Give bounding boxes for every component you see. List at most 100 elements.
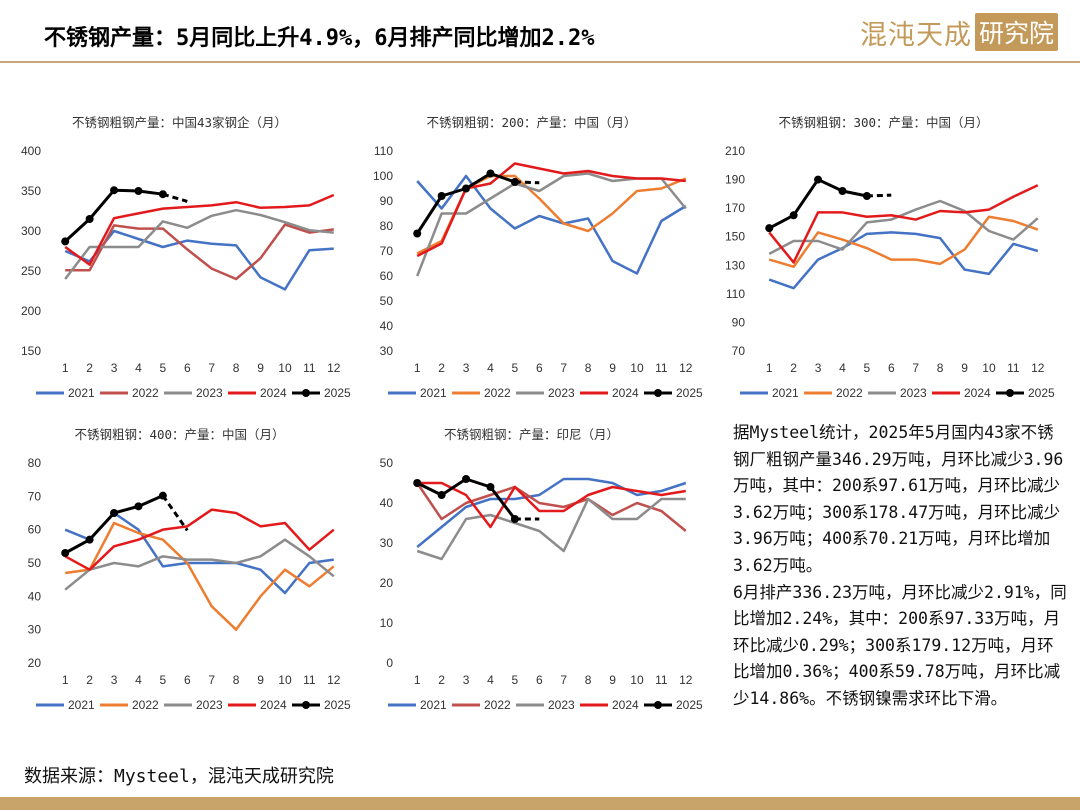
series-line-forecast-2025: [514, 180, 540, 185]
y-tick-label: 70: [28, 489, 42, 503]
legend-label-2024: 2024: [612, 698, 639, 712]
y-tick-label: 190: [725, 173, 745, 187]
legend-label-2025: 2025: [1028, 386, 1055, 400]
y-tick-label: 300: [21, 224, 41, 238]
y-tick-label: 30: [380, 536, 394, 550]
chart-title: 不锈钢粗钢：200：产量：中国（月）: [426, 115, 636, 130]
series-point-2025: [158, 190, 167, 199]
legend-marker-2025: [654, 701, 662, 709]
legend-label-2022: 2022: [484, 698, 511, 712]
x-tick-label: 5: [160, 361, 167, 375]
y-tick-label: 70: [732, 344, 746, 358]
x-tick-label: 9: [257, 361, 264, 375]
series-line-2023: [64, 538, 335, 591]
x-tick-label: 12: [679, 673, 693, 687]
x-tick-label: 2: [86, 361, 93, 375]
x-tick-label: 10: [630, 361, 644, 375]
series-line-2022: [65, 223, 334, 281]
series-line-2021: [416, 174, 687, 275]
x-tick-label: 1: [414, 673, 421, 687]
series-line-forecast-2025: [161, 494, 189, 532]
y-tick-label: 20: [28, 656, 42, 670]
y-tick-label: 400: [21, 144, 41, 158]
x-tick-label: 10: [630, 673, 644, 687]
chart-china-43-mills: 不锈钢粗钢产量：中国43家钢企（月） 150 200 250 300 350 400 1 2 3 4…: [18, 108, 358, 408]
series-point-2025: [789, 211, 798, 220]
x-tick-label: 9: [609, 361, 616, 375]
y-tick-label: 100: [373, 169, 393, 183]
legend-label-2021: 2021: [68, 698, 95, 712]
y-tick-label: 110: [726, 287, 745, 301]
legend-label-2023: 2023: [548, 386, 575, 400]
x-tick-label: 2: [438, 361, 445, 375]
legend-label-2025: 2025: [676, 698, 703, 712]
y-tick-label: 350: [21, 184, 41, 198]
x-tick-label: 7: [560, 361, 567, 375]
y-tick-label: 80: [380, 219, 394, 233]
legend-label-2021: 2021: [68, 386, 95, 400]
series-point-2025: [110, 186, 119, 195]
x-tick-label: 7: [208, 361, 215, 375]
series-line-2024: [768, 184, 1039, 264]
series-point-2025: [510, 515, 519, 523]
legend-label-2025: 2025: [676, 386, 703, 400]
chart-title: 不锈钢粗钢：400：产量：中国（月）: [74, 427, 284, 442]
x-tick-label: 3: [463, 361, 470, 375]
legend-marker-2025: [1006, 389, 1014, 397]
legend-label-2023: 2023: [900, 386, 927, 400]
x-tick-label: 12: [1031, 361, 1045, 375]
logo-box: 研究院: [974, 13, 1058, 51]
x-tick-label: 1: [414, 361, 421, 375]
series-point-2025: [413, 229, 422, 238]
x-tick-label: 3: [463, 673, 470, 687]
y-tick-label: 0: [386, 656, 393, 670]
x-tick-label: 4: [135, 361, 142, 375]
chart-title: 不锈钢粗钢产量：中国43家钢企（月）: [72, 115, 287, 130]
y-tick-label: 20: [380, 576, 394, 590]
series-line-2024: [417, 481, 686, 529]
series-point-2025: [61, 237, 70, 246]
series-point-2025: [413, 479, 422, 487]
x-tick-label: 11: [303, 673, 316, 687]
series-point-2025: [814, 175, 823, 184]
y-tick-label: 60: [28, 523, 42, 537]
y-tick-label: 80: [28, 456, 42, 470]
y-tick-label: 30: [28, 623, 42, 637]
series-line-2021: [416, 477, 687, 548]
x-tick-label: 11: [1007, 361, 1020, 375]
header: 不锈钢产量：5月同比上升4.9%，6月排产同比增加2.2% 混沌天成 研究院: [0, 0, 1080, 62]
legend-label-2023: 2023: [196, 386, 223, 400]
x-tick-label: 6: [184, 361, 191, 375]
y-tick-label: 90: [732, 315, 746, 329]
y-tick-label: 150: [21, 344, 41, 358]
x-tick-label: 9: [257, 673, 264, 687]
x-tick-label: 3: [815, 361, 822, 375]
series-point-2025: [134, 502, 143, 511]
y-tick-label: 40: [380, 496, 394, 510]
series-point-2025: [862, 192, 871, 200]
y-tick-label: 250: [21, 264, 41, 278]
x-tick-label: 4: [487, 361, 494, 375]
series-line-2024: [416, 162, 686, 258]
chart-title: 不锈钢粗钢：产量：印尼（月）: [444, 427, 619, 442]
y-tick-label: 70: [380, 244, 394, 258]
y-tick-label: 30: [380, 344, 394, 358]
logo-text: 混沌天成: [859, 19, 972, 51]
footer-bar: [0, 797, 1080, 810]
chart-indonesia: 不锈钢粗钢：产量：印尼（月） 0 10 20 30 40 50 1 2 3 4 5 6 7 8 9 10 11 12…: [370, 420, 710, 720]
series-line-2024: [64, 508, 335, 571]
series-line-2021: [64, 229, 334, 291]
series-line-2025: [64, 188, 164, 243]
series-line-2022: [768, 215, 1039, 268]
x-tick-label: 7: [208, 673, 215, 687]
summary-text: 据Mysteel统计，2025年5月国内43家不锈钢厂粗钢产量346.29万吨，…: [733, 420, 1068, 713]
legend-marker-2025: [654, 389, 662, 397]
x-tick-label: 12: [327, 361, 341, 375]
series-line-2022: [416, 482, 687, 532]
y-tick-label: 90: [380, 194, 394, 208]
x-tick-label: 11: [655, 361, 668, 375]
y-tick-label: 130: [725, 258, 745, 272]
x-tick-label: 9: [961, 361, 968, 375]
